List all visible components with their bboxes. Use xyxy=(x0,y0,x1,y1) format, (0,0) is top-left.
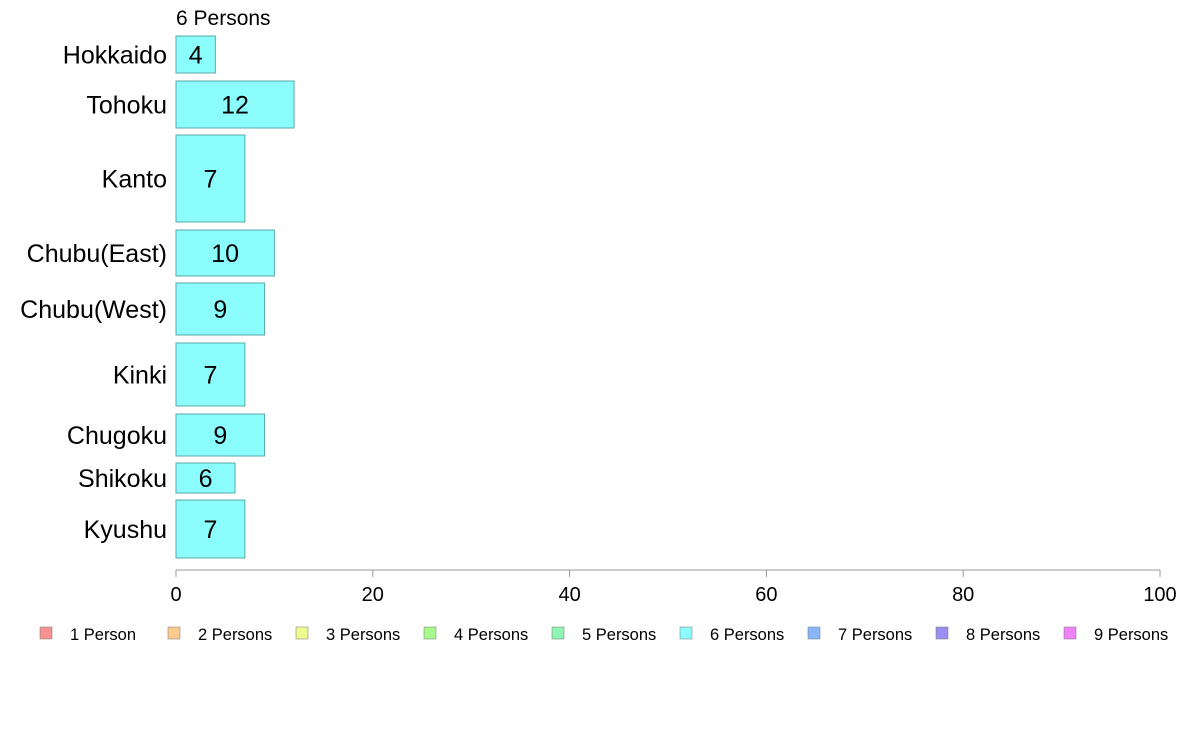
category-label: Hokkaido xyxy=(63,42,167,70)
legend-label: 5 Persons xyxy=(582,626,656,644)
category-label: Tohoku xyxy=(86,92,167,120)
bar-value-label: 7 xyxy=(203,166,217,194)
bar xyxy=(175,462,236,494)
category-label: Chugoku xyxy=(67,422,167,450)
bar xyxy=(175,342,246,407)
bar-value-label: 9 xyxy=(213,422,227,450)
legend-label: 7 Persons xyxy=(838,626,912,644)
x-tick-label: 40 xyxy=(558,584,580,606)
category-label: Chubu(East) xyxy=(27,240,167,268)
x-tick-label: 20 xyxy=(362,584,384,606)
legend-label: 8 Persons xyxy=(966,626,1040,644)
legend-label: 2 Persons xyxy=(198,626,272,644)
legend-swatch xyxy=(167,626,181,640)
bar xyxy=(175,35,216,74)
legend: 1 Person 2 Persons 3 Persons 4 Persons 5 Per… xyxy=(39,626,1168,644)
x-tick-label: 60 xyxy=(755,584,777,606)
x-tick-label: 0 xyxy=(170,584,181,606)
legend-swatch xyxy=(807,626,821,640)
bar xyxy=(175,80,295,129)
bar-value-label: 7 xyxy=(203,362,217,390)
bar xyxy=(175,413,266,457)
x-axis: 0 20 40 60 80 100 xyxy=(170,569,1177,606)
legend-label: 3 Persons xyxy=(326,626,400,644)
legend-swatch xyxy=(679,626,693,640)
category-label: Kinki xyxy=(113,362,167,390)
bar xyxy=(175,134,246,223)
legend-swatch xyxy=(295,626,309,640)
category-label: Kyushu xyxy=(84,516,167,544)
bar-value-label: 10 xyxy=(211,240,239,268)
chart-subtitle: 6 Persons xyxy=(176,7,271,30)
bar-value-label: 12 xyxy=(221,92,249,120)
legend-swatch xyxy=(551,626,565,640)
legend-label: 9 Persons xyxy=(1094,626,1168,644)
legend-label: 6 Persons xyxy=(710,626,784,644)
bar-value-label: 4 xyxy=(189,42,203,70)
category-label: Kanto xyxy=(102,166,167,194)
legend-label: 4 Persons xyxy=(454,626,528,644)
x-tick-label: 100 xyxy=(1143,584,1176,606)
bar xyxy=(175,282,266,336)
category-label: Shikoku xyxy=(78,465,167,493)
bar-value-label: 6 xyxy=(199,465,213,493)
legend-swatch xyxy=(1063,626,1077,640)
x-tick-label: 80 xyxy=(952,584,974,606)
category-label: Chubu(West) xyxy=(20,296,167,324)
bar-value-label: 7 xyxy=(203,516,217,544)
bars-group: 4 Hokkaido 12 Tohoku 7 Kanto 10 Chubu(East) 9 Chu… xyxy=(20,35,295,559)
bar xyxy=(175,499,246,559)
bar xyxy=(175,229,275,277)
legend-swatch xyxy=(423,626,437,640)
legend-swatch xyxy=(39,626,53,640)
legend-label: 1 Person xyxy=(70,626,136,644)
legend-swatch xyxy=(935,626,949,640)
bar-value-label: 9 xyxy=(213,296,227,324)
